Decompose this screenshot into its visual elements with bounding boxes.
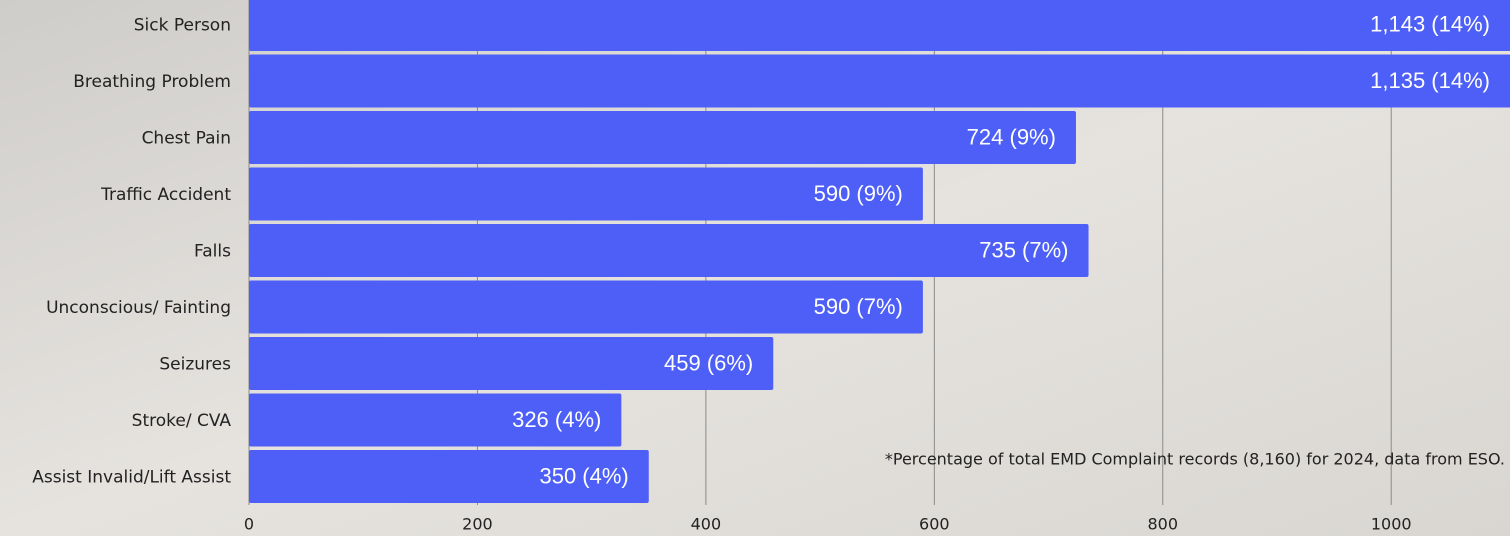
y-tick-label: Traffic Accident <box>100 185 231 205</box>
y-tick-label: Chest Pain <box>142 129 231 149</box>
y-tick-label: Seizures <box>159 355 231 375</box>
x-tick-label: 0 <box>244 515 254 534</box>
bar <box>249 0 1510 51</box>
y-tick-label: Assist Invalid/Lift Assist <box>32 468 231 488</box>
bar <box>249 224 1089 277</box>
y-tick-label: Sick Person <box>134 16 231 36</box>
value-label: 590 (9%) <box>814 181 903 206</box>
x-tick-label: 1000 <box>1371 515 1412 534</box>
value-label: 459 (6%) <box>664 350 753 375</box>
value-label: 735 (7%) <box>979 237 1068 262</box>
bar <box>249 450 649 503</box>
value-label: 1,135 (14%) <box>1370 68 1490 93</box>
value-label: 326 (4%) <box>512 407 601 432</box>
value-label: 590 (7%) <box>814 294 903 319</box>
value-label: 350 (4%) <box>539 463 628 488</box>
y-tick-label: Breathing Problem <box>73 72 231 92</box>
x-tick-label: 200 <box>462 515 493 534</box>
x-tick-label: 800 <box>1147 515 1178 534</box>
y-tick-label: Stroke/ CVA <box>132 411 232 431</box>
bar <box>249 280 923 334</box>
x-tick-label: 600 <box>919 515 950 534</box>
bar <box>249 54 1510 108</box>
y-tick-label: Unconscious/ Fainting <box>46 298 231 318</box>
x-tick-label: 400 <box>691 515 722 534</box>
bar <box>249 167 923 221</box>
footnote: *Percentage of total EMD Complaint recor… <box>885 450 1505 469</box>
bar <box>249 337 774 390</box>
bar <box>249 111 1076 164</box>
bar <box>249 393 622 447</box>
value-label: 1,143 (14%) <box>1370 11 1490 36</box>
value-label: 724 (9%) <box>967 124 1056 149</box>
y-tick-label: Falls <box>194 242 231 262</box>
